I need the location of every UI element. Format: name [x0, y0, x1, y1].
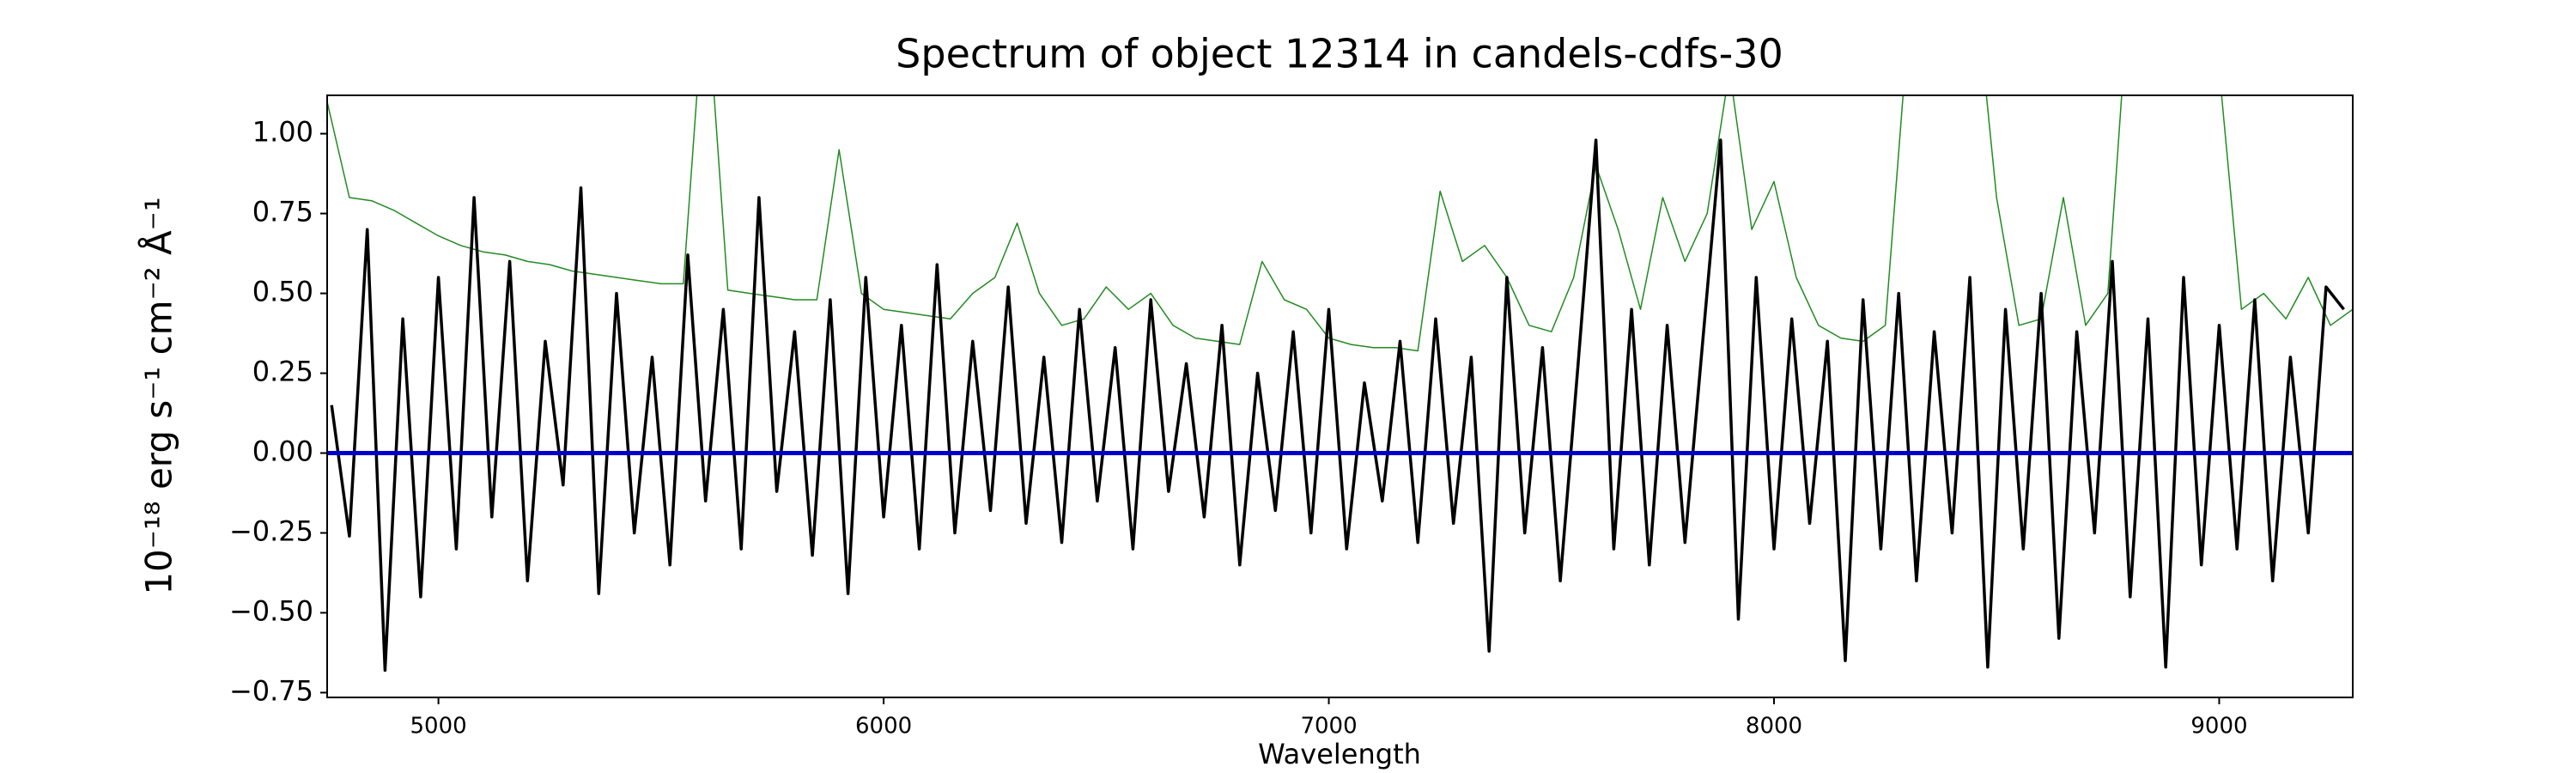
- chart-title: Spectrum of object 12314 in candels-cdfs…: [896, 31, 1783, 77]
- plot-area: [327, 95, 2353, 673]
- y-tick-label: 0.25: [252, 356, 313, 388]
- x-tick-label: 5000: [410, 714, 467, 740]
- series-line: [327, 95, 2353, 352]
- x-tick-label: 6000: [855, 714, 912, 740]
- x-tick-label: 9000: [2190, 714, 2247, 740]
- y-axis-label: 10⁻¹⁸ erg s⁻¹ cm⁻² Å⁻¹: [137, 197, 180, 594]
- y-tick-label: −0.25: [229, 514, 313, 547]
- y-tick-label: −0.50: [229, 594, 313, 627]
- y-tick-label: 0.75: [252, 196, 313, 228]
- plot-frame: [326, 94, 2354, 698]
- y-tick-label: −0.75: [229, 674, 313, 707]
- y-tick-label: 0.50: [252, 276, 313, 308]
- y-tick-label: 1.00: [252, 116, 313, 149]
- series-line: [330, 138, 2345, 673]
- x-axis-label: Wavelength: [1258, 738, 1421, 770]
- y-tick-label: 0.00: [252, 435, 313, 468]
- x-tick-label: 7000: [1300, 714, 1357, 740]
- x-tick-label: 8000: [1746, 714, 1802, 740]
